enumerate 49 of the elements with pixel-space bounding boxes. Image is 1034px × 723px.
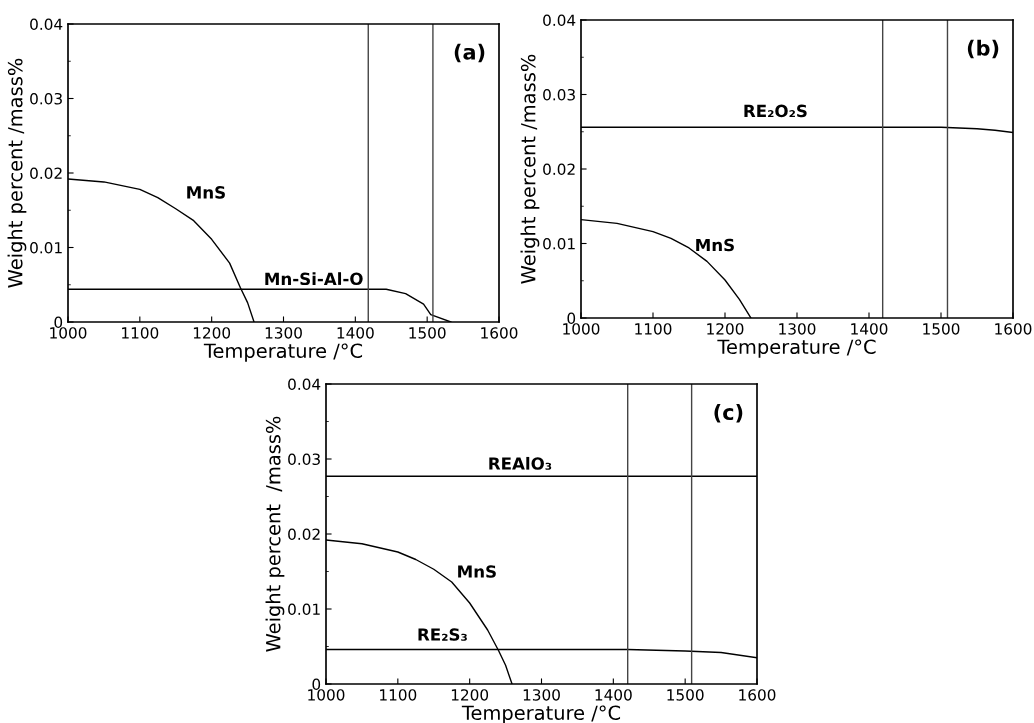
x-tick-label: 1300 <box>265 327 302 339</box>
series-label: MnS <box>187 186 225 199</box>
x-tick-label: 1100 <box>380 689 417 701</box>
x-tick-label: 1300 <box>779 323 816 335</box>
series-label: REAlO₃ <box>489 456 552 470</box>
x-tick-label: 1500 <box>667 689 704 701</box>
series-label: RE₂S₃ <box>418 628 467 641</box>
x-tick-label: 1100 <box>635 323 672 335</box>
y-axis-title: Weight percent /mass% <box>7 58 27 288</box>
y-tick-label: 0.03 <box>30 92 62 105</box>
x-tick-label: 1100 <box>122 327 159 339</box>
x-tick-label: 1500 <box>409 327 446 339</box>
y-tick-label: 0.04 <box>543 14 576 27</box>
x-axis-title: Temperature /°C <box>717 339 876 358</box>
series-label: Mn-Si-Al-O <box>265 272 363 286</box>
x-axis-title: Temperature /°C <box>461 705 621 723</box>
x-tick-label: 1000 <box>308 689 345 701</box>
annotation: (b) <box>967 39 999 59</box>
x-tick-label: 1400 <box>337 327 374 339</box>
x-tick-label: 1200 <box>451 689 489 701</box>
series-label: RE₂O₂S <box>744 104 807 118</box>
y-tick-label: 0.04 <box>288 378 321 391</box>
y-tick-label: 0.03 <box>288 453 320 466</box>
y-axis-title: Weight percent /mass% <box>265 416 285 652</box>
y-tick-label: 0.03 <box>543 88 575 101</box>
x-tick-label: 1200 <box>193 327 231 339</box>
y-tick-label: 0.01 <box>288 603 320 616</box>
y-tick-label: 0.04 <box>30 18 63 31</box>
y-tick-label: 0.02 <box>288 528 320 541</box>
annotation: (c) <box>714 403 743 423</box>
x-tick-label: 1600 <box>995 323 1032 335</box>
series-label: MnS <box>696 238 734 252</box>
y-tick-label: 0.01 <box>30 241 62 254</box>
x-tick-label: 1400 <box>595 689 632 701</box>
y-axis-title: Weight percent /mass% <box>520 54 540 284</box>
x-axis-title: Temperature /°C <box>203 343 363 362</box>
y-tick-label: 0.01 <box>543 237 575 250</box>
y-tick-label: 0.02 <box>30 167 62 180</box>
x-tick-label: 1300 <box>523 689 560 701</box>
x-tick-label: 1000 <box>563 323 600 335</box>
series-label: MnS <box>458 565 496 578</box>
x-tick-label: 1500 <box>923 323 960 335</box>
y-tick-label: 0.02 <box>543 163 575 176</box>
x-tick-label: 1000 <box>50 327 87 339</box>
x-tick-label: 1400 <box>851 323 888 335</box>
x-tick-label: 1200 <box>707 323 744 335</box>
x-tick-label: 1600 <box>739 689 776 701</box>
x-tick-label: 1600 <box>481 327 518 339</box>
annotation: (a) <box>454 43 485 63</box>
